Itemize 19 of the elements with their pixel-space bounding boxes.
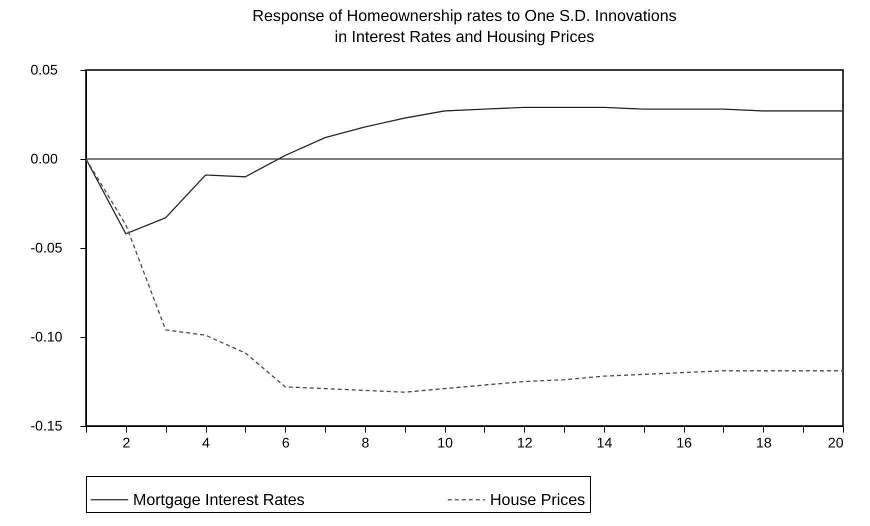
y-tick-label: -0.10	[30, 328, 63, 344]
x-tick-label: 10	[437, 434, 454, 450]
x-tick-label: 14	[596, 434, 612, 450]
x-tick-label: 6	[282, 434, 290, 450]
x-tick-label: 4	[202, 434, 210, 450]
x-tick-label: 20	[828, 434, 844, 450]
x-tick-label: 12	[516, 434, 533, 450]
x-tick-label: 18	[756, 434, 772, 450]
x-tick-label: 8	[361, 434, 370, 450]
text: in Interest Rates and Housing Prices	[334, 29, 594, 46]
legend-label: Mortgage Interest Rates	[133, 492, 305, 509]
y-tick-label: 0.00	[30, 150, 58, 166]
text: Response of Homeownership rates to One S.D. Innovations	[252, 8, 677, 25]
legend-label: House Prices	[490, 492, 586, 509]
x-tick-label: 16	[676, 434, 692, 450]
y-tick-label: -0.05	[30, 240, 63, 256]
y-tick-label: 0.05	[30, 62, 58, 78]
x-tick-label: 2	[122, 434, 130, 450]
y-tick-label: -0.15	[30, 418, 63, 434]
